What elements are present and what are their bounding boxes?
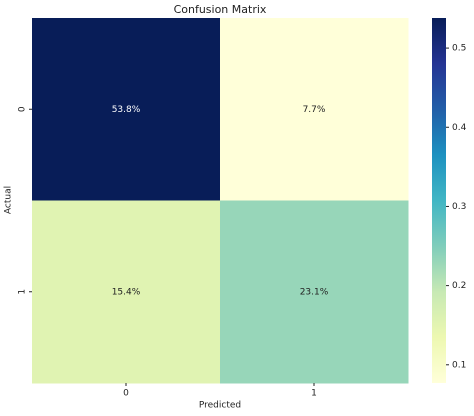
colorbar-tick-label: 0.1 — [452, 360, 466, 370]
heatmap-cell — [32, 18, 221, 201]
heatmap-cell — [220, 18, 409, 201]
cell-label: 7.7% — [303, 105, 326, 115]
heatmap-cell — [220, 200, 409, 384]
y-tick-label: 1 — [18, 289, 28, 295]
cell-label: 23.1% — [300, 287, 329, 297]
colorbar — [432, 18, 446, 383]
cell-label: 53.8% — [112, 105, 141, 115]
y-axis-label: Actual — [4, 186, 14, 214]
colorbar-tick-label: 0.2 — [452, 281, 466, 291]
heatmap-cell — [32, 200, 221, 384]
y-tick-label: 0 — [18, 106, 28, 112]
colorbar-tick-label: 0.5 — [452, 44, 466, 54]
x-tick-label: 1 — [311, 389, 317, 399]
chart-title: Confusion Matrix — [174, 3, 267, 16]
x-axis-label: Predicted — [199, 401, 241, 411]
colorbar-tick-label: 0.4 — [452, 123, 467, 133]
colorbar-tick-label: 0.3 — [452, 202, 466, 212]
cell-label: 15.4% — [112, 287, 141, 297]
x-tick-label: 0 — [123, 389, 129, 399]
